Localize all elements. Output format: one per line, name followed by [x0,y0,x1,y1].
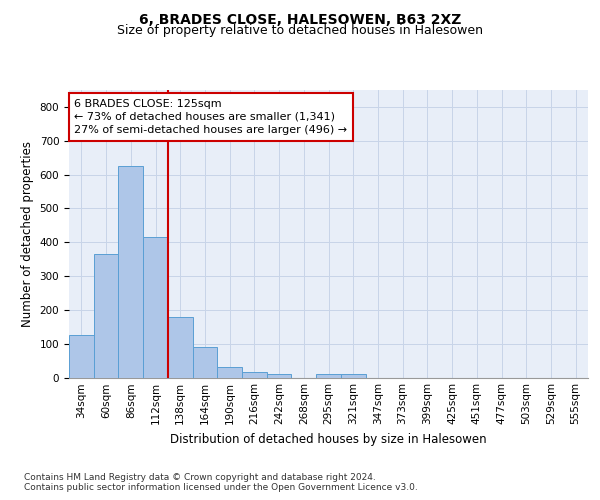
Bar [267,374,292,378]
Text: Contains HM Land Registry data © Crown copyright and database right 2024.: Contains HM Land Registry data © Crown c… [24,472,376,482]
Text: Size of property relative to detached houses in Halesowen: Size of property relative to detached ho… [117,24,483,37]
Bar [168,318,193,378]
Bar [217,366,242,378]
Bar [143,237,168,378]
X-axis label: Distribution of detached houses by size in Halesowen: Distribution of detached houses by size … [170,433,487,446]
Bar [242,372,267,378]
Bar [193,347,217,378]
Bar [341,374,365,378]
Bar [316,374,341,378]
Text: 6, BRADES CLOSE, HALESOWEN, B63 2XZ: 6, BRADES CLOSE, HALESOWEN, B63 2XZ [139,12,461,26]
Text: 6 BRADES CLOSE: 125sqm
← 73% of detached houses are smaller (1,341)
27% of semi-: 6 BRADES CLOSE: 125sqm ← 73% of detached… [74,98,347,135]
Bar [118,166,143,378]
Y-axis label: Number of detached properties: Number of detached properties [21,141,34,327]
Text: Contains public sector information licensed under the Open Government Licence v3: Contains public sector information licen… [24,482,418,492]
Bar [69,335,94,378]
Bar [94,254,118,378]
